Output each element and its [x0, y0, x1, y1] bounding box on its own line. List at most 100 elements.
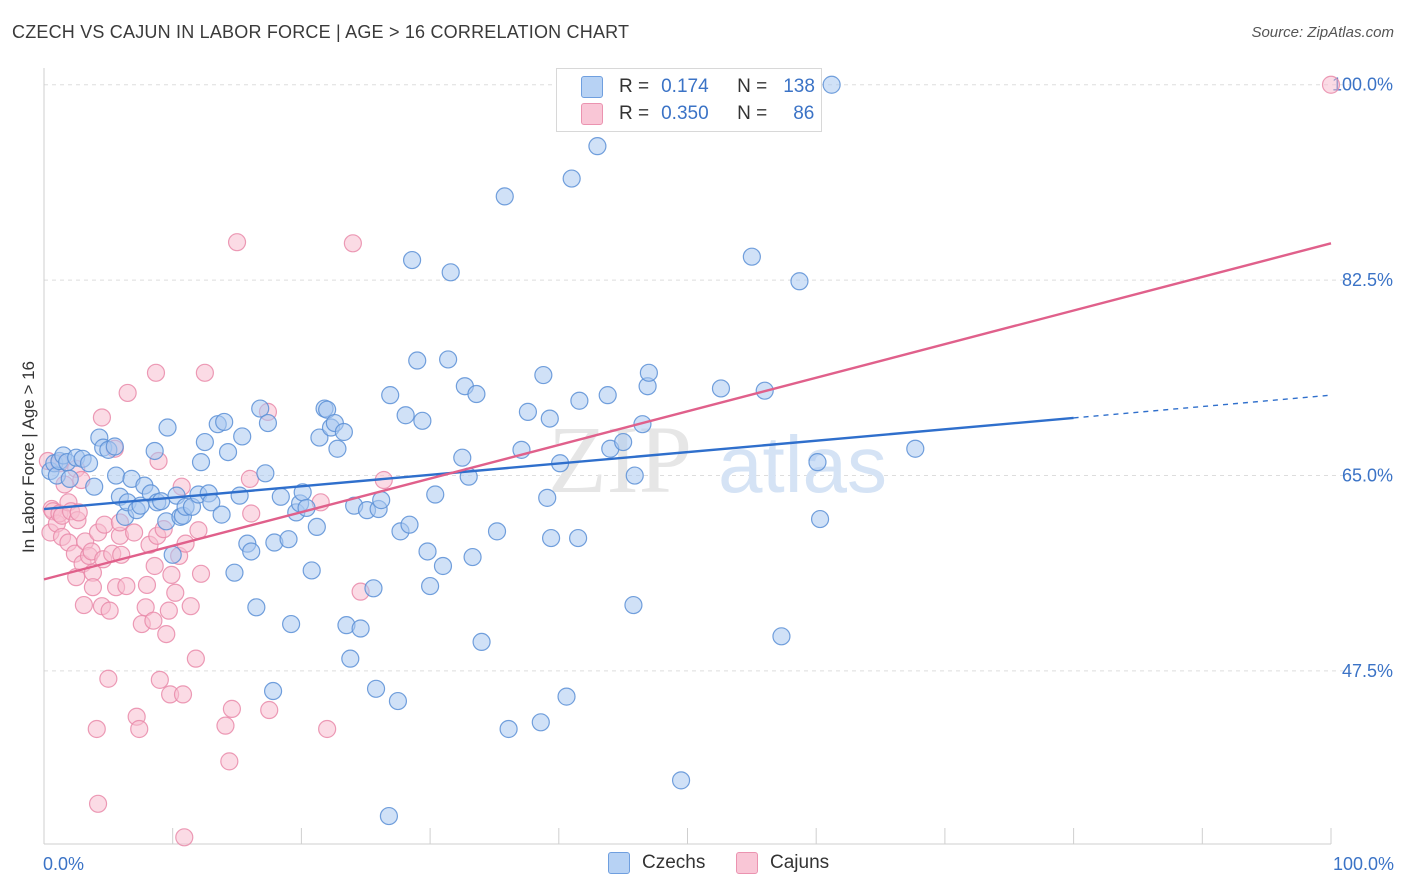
- cajuns-point: [1321, 75, 1341, 94]
- czechs-point: [906, 439, 925, 458]
- cajuns-points: [38, 75, 1341, 847]
- czechs-point: [625, 466, 644, 485]
- czechs-point: [790, 272, 809, 291]
- y-tick-label: 47.5%: [1342, 661, 1393, 681]
- czechs-point: [408, 351, 427, 370]
- czechs-point: [195, 432, 214, 452]
- y-tick-label: 82.5%: [1342, 270, 1393, 290]
- czechs-swatch: [608, 852, 630, 874]
- czechs-point: [212, 505, 231, 524]
- cajuns-point: [137, 575, 157, 595]
- cajuns-point: [100, 601, 119, 620]
- legend-n-value: 138: [783, 76, 815, 97]
- czechs-point: [318, 400, 337, 419]
- cajuns-point: [118, 383, 137, 403]
- czechs-point: [588, 137, 607, 156]
- czechs-point: [105, 437, 124, 456]
- czechs-point: [639, 363, 658, 382]
- cajuns-point: [222, 699, 242, 718]
- cajuns-point: [343, 234, 362, 253]
- legend-r-value: 0.174: [661, 76, 709, 97]
- cajuns-point: [99, 669, 118, 688]
- czechs-point: [562, 169, 581, 188]
- czechs-point: [106, 466, 126, 485]
- czechs-point: [472, 632, 491, 652]
- cajuns-point: [166, 583, 185, 602]
- cajuns-point: [260, 700, 279, 720]
- czechs-point: [463, 547, 482, 567]
- czechs-point: [531, 713, 550, 732]
- cajuns-point: [175, 828, 194, 847]
- czechs-point: [441, 263, 460, 282]
- czechs-point: [191, 453, 211, 472]
- czechs-point: [297, 498, 316, 518]
- czechs-point: [433, 556, 453, 576]
- cajuns-point: [150, 670, 169, 689]
- czechs-point: [381, 386, 400, 405]
- zipatlas-watermark: ZIP atlas: [548, 406, 887, 513]
- watermark-zip: ZIP: [548, 406, 692, 513]
- y-axis-label: In Labor Force | Age > 16: [19, 361, 38, 553]
- cajuns-point: [220, 752, 239, 771]
- cajuns-point: [227, 233, 247, 252]
- x-tick-label-start: 0.0%: [43, 854, 84, 874]
- czechs-point: [310, 428, 329, 447]
- cajuns-point: [195, 363, 214, 382]
- czechs-point: [247, 598, 266, 617]
- legend-n-label: N =: [737, 76, 768, 97]
- czechs-point: [598, 386, 617, 405]
- czechs-point: [534, 365, 553, 385]
- czechs-point: [569, 528, 588, 548]
- cajuns-point: [92, 408, 112, 427]
- bottom-legend-czechs-label: Czechs: [642, 852, 706, 873]
- czechs-point: [279, 530, 298, 549]
- legend-n-label: N =: [737, 103, 768, 124]
- legend-row-cajuns: R = 0.350 N = 86: [581, 103, 814, 125]
- legend-r-label: R =: [619, 76, 650, 97]
- cajuns-point: [146, 363, 166, 382]
- czechs-point: [233, 427, 252, 446]
- cajuns-point: [144, 611, 163, 630]
- czechs-point: [810, 509, 830, 529]
- czechs-point: [772, 627, 791, 646]
- czechs-point: [453, 448, 472, 467]
- czechs-point: [302, 561, 321, 580]
- czechs-point: [145, 441, 164, 461]
- cajuns-point: [186, 649, 205, 668]
- x-tick-label-end: 100.0%: [1333, 854, 1394, 874]
- cajuns-point: [159, 601, 178, 620]
- czechs-point: [541, 528, 561, 548]
- bottom-legend-cajuns-label: Cajuns: [770, 852, 830, 873]
- czechs-point: [341, 649, 360, 668]
- czechs-point: [388, 691, 408, 711]
- czechs-swatch: [581, 76, 603, 98]
- czechs-point: [538, 488, 557, 507]
- cajuns-point: [189, 521, 208, 540]
- czechs-point: [467, 384, 486, 404]
- czechs-point: [487, 522, 507, 541]
- czechs-point: [418, 542, 437, 561]
- czechs-point: [60, 469, 79, 488]
- czechs-point: [230, 486, 249, 505]
- czechs-point: [158, 418, 177, 437]
- legend-r-label: R =: [619, 103, 650, 124]
- cajuns-point: [242, 504, 261, 523]
- grid-lines: [44, 84, 1351, 672]
- czechs-point: [426, 485, 445, 504]
- y-tick-label: 65.0%: [1342, 466, 1393, 486]
- cajuns-point: [173, 685, 193, 704]
- czechs-point: [364, 579, 383, 598]
- trend-lines: [43, 242, 1332, 581]
- cajuns-point: [145, 556, 164, 576]
- watermark-atlas: atlas: [718, 420, 887, 509]
- czechs-point: [366, 679, 386, 698]
- cajuns-point: [157, 624, 176, 644]
- axes: 47.5% 65.0% 82.5% 100.0%: [43, 68, 1393, 845]
- czechs-trend-line: [43, 416, 1074, 511]
- czechs-trend-line-extension: [1073, 394, 1332, 419]
- czechs-point: [215, 412, 234, 432]
- cajuns-point: [74, 595, 93, 615]
- czechs-point: [822, 75, 841, 94]
- czechs-point: [282, 614, 301, 634]
